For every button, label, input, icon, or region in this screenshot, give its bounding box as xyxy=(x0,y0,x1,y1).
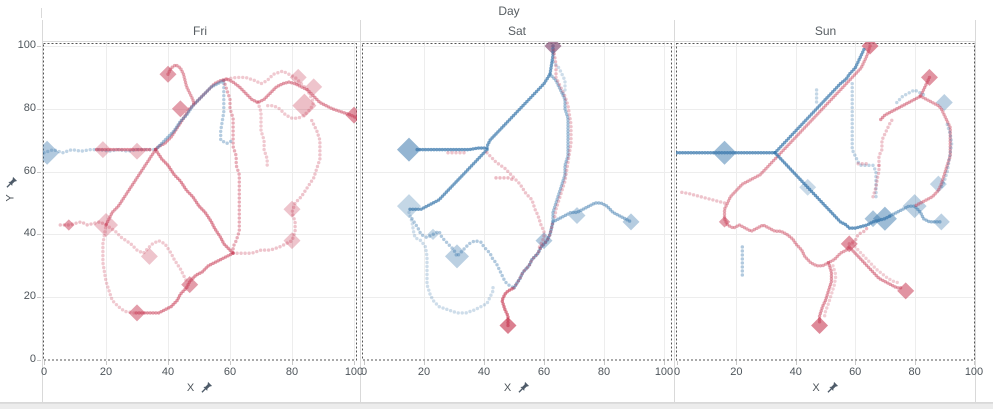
pushpin-icon[interactable] xyxy=(826,381,839,394)
x-tick-label: 60 xyxy=(537,366,551,378)
x-tick-label: 0 xyxy=(360,366,368,378)
x-tick-label: 40 xyxy=(789,366,802,378)
x-tick-label: 80 xyxy=(597,366,611,378)
y-axis-title-text: Y xyxy=(5,194,17,202)
pushpin-icon[interactable] xyxy=(517,381,530,394)
x-axis-title-text: X xyxy=(812,381,820,394)
y-tick-label: 40 xyxy=(23,227,36,240)
x-tick-label: 40 xyxy=(161,366,175,378)
x-tick-label: 20 xyxy=(417,366,431,378)
x-tick-label: 80 xyxy=(908,366,921,378)
facet-field-header: Day xyxy=(498,4,520,18)
x-tick-label: 0 xyxy=(673,366,681,378)
x-tick-label: 100 xyxy=(964,366,984,378)
facet-title-sat: Sat xyxy=(507,24,526,38)
x-axis-title-sun: X xyxy=(675,381,976,394)
x-axis-title-text: X xyxy=(186,381,195,394)
x-axis-title-fri: X xyxy=(42,381,358,394)
x-tick-label: 80 xyxy=(285,366,299,378)
x-tick-label: 20 xyxy=(99,366,113,378)
x-tick-label: 60 xyxy=(223,366,237,378)
x-tick-label: 100 xyxy=(654,366,674,378)
y-tick-label: 0 xyxy=(29,353,36,365)
x-tick-label: 40 xyxy=(477,366,491,378)
y-axis-title: Y xyxy=(2,176,20,204)
facet-title-fri: Fri xyxy=(193,24,207,38)
y-tick-label: 60 xyxy=(23,164,36,177)
x-axis-title-text: X xyxy=(503,381,512,394)
pushpin-icon[interactable] xyxy=(5,176,18,189)
y-tick-label: 20 xyxy=(23,290,36,303)
x-tick-label: 100 xyxy=(344,366,364,378)
horizontal-scrollbar-track xyxy=(0,403,993,409)
x-axis-title-sat: X xyxy=(361,381,673,394)
x-tick-label: 60 xyxy=(849,366,862,378)
facet-title-sun: Sun xyxy=(814,24,837,38)
x-tick-label: 0 xyxy=(40,366,48,378)
y-tick-label: 80 xyxy=(23,101,36,114)
pushpin-icon[interactable] xyxy=(200,381,213,394)
x-tick-label: 20 xyxy=(730,366,743,378)
y-tick-label: 100 xyxy=(17,39,36,51)
